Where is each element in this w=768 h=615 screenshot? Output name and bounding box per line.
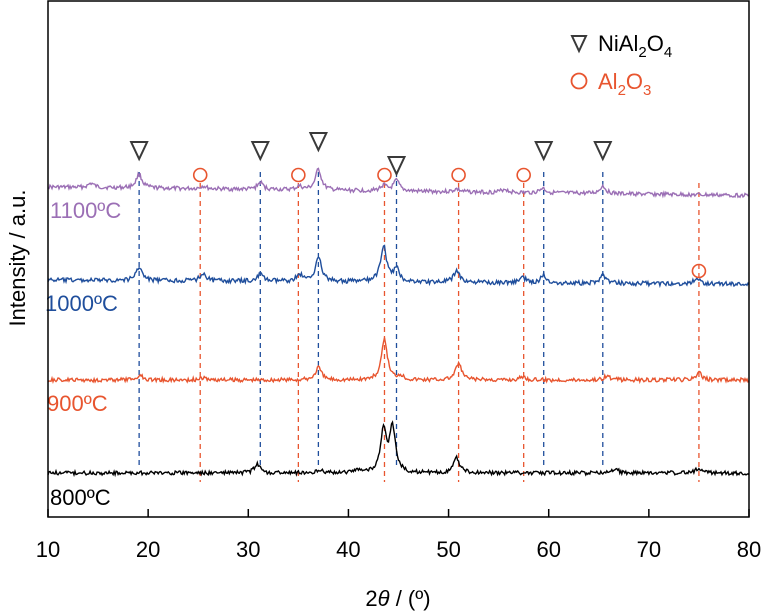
series-line <box>47 167 750 199</box>
legend-triangle-icon <box>570 35 588 54</box>
series-line <box>47 420 750 478</box>
nialo-marker <box>534 141 554 162</box>
series-label-800: 800ºC <box>50 485 111 510</box>
y-axis-title: Intensity / a.u. <box>5 190 30 327</box>
alo-marker <box>451 167 466 183</box>
legend-label-nialo: NiAl2O4 <box>598 31 672 61</box>
x-tick-label: 40 <box>336 537 360 562</box>
nialo-marker <box>250 141 270 162</box>
x-axis-title: 2θ / (º) <box>365 586 430 611</box>
x-tick-label: 10 <box>36 537 60 562</box>
series-lines <box>47 167 750 478</box>
alo-marker <box>516 167 531 183</box>
x-tick-label: 70 <box>637 537 661 562</box>
alo-marker <box>192 167 208 183</box>
x-tick-label: 30 <box>236 537 260 562</box>
series-label-900: 900ºC <box>47 391 108 416</box>
x-tick-label: 80 <box>737 537 761 562</box>
x-tick-label: 50 <box>436 537 460 562</box>
series-line <box>47 337 750 385</box>
nialo-marker <box>386 156 407 177</box>
legend-circle-icon <box>570 72 588 90</box>
series-line <box>47 244 750 289</box>
alo-marker <box>377 167 392 183</box>
series-label-1000: 1000ºC <box>45 291 118 316</box>
legend: NiAl2O4 Al2O3 <box>570 31 672 99</box>
x-axis-ticks: 10 20 30 40 50 60 70 80 <box>36 509 761 562</box>
nialo-marker <box>593 141 613 162</box>
x-tick-label: 20 <box>136 537 160 562</box>
reference-lines <box>138 172 700 482</box>
x-tick-label: 60 <box>536 537 560 562</box>
series-label-1100: 1100ºC <box>50 198 121 223</box>
peak-markers <box>129 132 707 279</box>
legend-label-alo: Al2O3 <box>598 69 651 99</box>
alo-marker <box>691 263 707 279</box>
nialo-marker <box>308 132 328 153</box>
nialo-marker <box>129 141 149 162</box>
plot-frame <box>47 0 750 518</box>
alo-marker <box>291 167 306 183</box>
